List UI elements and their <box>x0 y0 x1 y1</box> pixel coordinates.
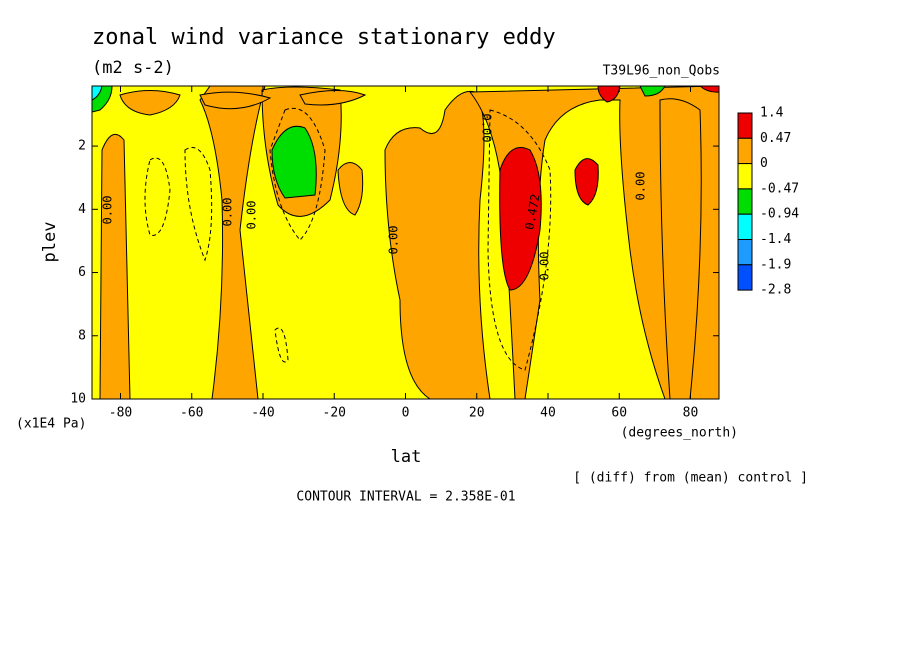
contour-interval: CONTOUR INTERVAL = 2.358E-01 <box>296 490 515 505</box>
colorbar-label: -2.8 <box>760 283 791 298</box>
contour-line <box>144 157 171 236</box>
contour-fill <box>699 86 719 93</box>
contour-fill <box>574 158 599 206</box>
y-tick-label: 6 <box>78 265 86 280</box>
contour-fill <box>119 90 181 116</box>
contour-label: 0.00 <box>538 252 552 281</box>
x-tick-label: -60 <box>180 406 203 421</box>
contour-label: 0.00 <box>634 172 648 201</box>
contour-fills: 0.00 0.00 0.00 0.00 0.00 0.00 0.00 0.472 <box>92 86 719 399</box>
x-tick-label: 20 <box>469 406 485 421</box>
subtitle: (m2 s-2) <box>92 58 174 78</box>
x-tick-label: -80 <box>109 406 132 421</box>
contour-label: 0.00 <box>221 198 235 227</box>
contour-fill <box>499 147 542 291</box>
contour-fill <box>299 90 367 106</box>
contour-fill <box>337 162 364 216</box>
y-tick-label: 4 <box>78 202 86 217</box>
footer: [ (diff) from (mean) control ] <box>573 471 808 486</box>
x-tick-label: 80 <box>683 406 699 421</box>
contour-label: 0.00 <box>480 114 494 143</box>
colorbar-box <box>737 188 753 215</box>
x-axis-label: lat <box>391 447 422 467</box>
x-tick-label: -40 <box>251 406 274 421</box>
x-axis-unit: (degrees_north) <box>621 426 738 441</box>
chart-title: zonal wind variance stationary eddy <box>92 25 556 50</box>
contour-line <box>184 147 213 262</box>
colorbar-label: 0.47 <box>760 131 791 146</box>
y-tick-label: 2 <box>78 139 86 154</box>
y-tick-label: 8 <box>78 328 86 343</box>
x-tick-label: -20 <box>323 406 346 421</box>
contour-line <box>274 327 289 363</box>
colorbar-box <box>737 213 753 240</box>
contour-fill <box>659 98 702 399</box>
x-tick-label: 60 <box>611 406 627 421</box>
colorbar-box <box>737 264 753 291</box>
colorbar-label: 0 <box>760 156 768 171</box>
annotation: T39L96_non_Qobs <box>603 64 720 79</box>
colorbar-label: -0.94 <box>760 207 799 222</box>
y-axis-label: plev <box>40 222 60 263</box>
colorbar-box <box>737 163 753 190</box>
contour-fill <box>199 86 266 399</box>
y-tick-label: 10 <box>70 392 86 407</box>
colorbar-label: -1.9 <box>760 257 791 272</box>
contour-label: 0.00 <box>245 201 259 230</box>
contour-line <box>487 109 552 371</box>
colorbar-label: -0.47 <box>760 181 799 196</box>
colorbar-label: -1.4 <box>760 232 791 247</box>
y-axis-unit: (x1E4 Pa) <box>16 417 86 432</box>
colorbar-box <box>737 239 753 266</box>
colorbar-label: 1.4 <box>760 106 784 121</box>
contour-fill <box>384 90 491 399</box>
contour-line <box>269 108 326 241</box>
contour-label: 0.472 <box>522 193 542 231</box>
colorbar-box <box>737 137 753 165</box>
contour-label: 0.00 <box>101 196 115 225</box>
contour-label: 0.00 <box>387 226 401 255</box>
contour-fill <box>199 91 272 110</box>
colorbar-box <box>737 112 753 139</box>
plot-area: 0.00 0.00 0.00 0.00 0.00 0.00 0.00 0.472 <box>91 85 720 400</box>
x-tick-label: 40 <box>540 406 556 421</box>
contour-fill <box>99 133 131 399</box>
x-tick-label: 0 <box>402 406 410 421</box>
contour-fill <box>271 125 317 199</box>
